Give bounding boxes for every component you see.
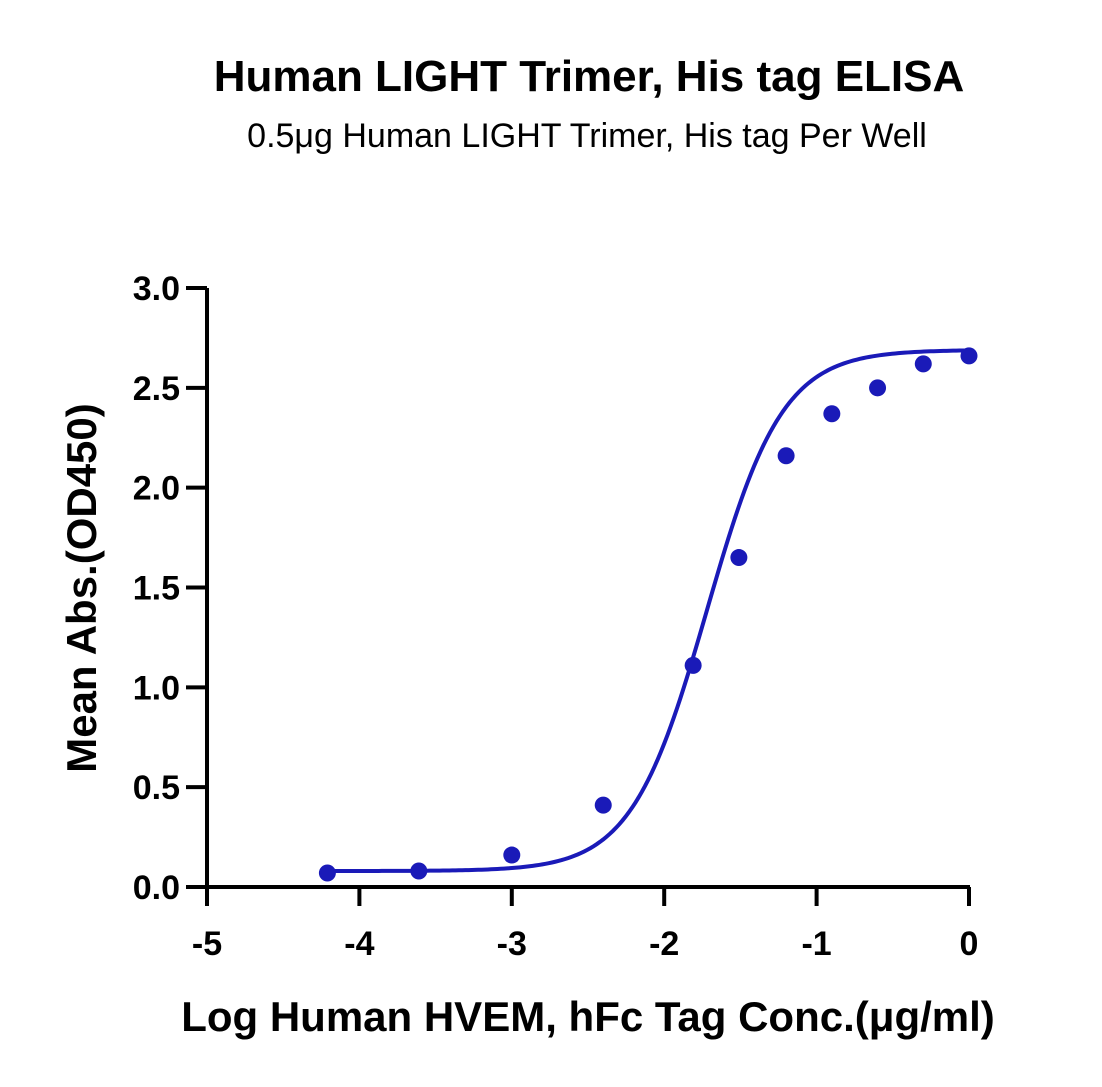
x-tick-label: -2 <box>649 925 679 963</box>
y-ticks: 0.0 0.5 1.0 1.5 2.0 2.5 3.0 <box>133 270 207 907</box>
x-tick-label: -1 <box>801 925 831 963</box>
data-point <box>823 405 841 423</box>
y-tick-label: 0.0 <box>133 869 180 907</box>
x-tick-label: -5 <box>192 925 222 963</box>
axes <box>205 288 970 889</box>
y-tick-label: 1.5 <box>133 570 180 608</box>
y-tick-label: 1.0 <box>133 669 180 707</box>
data-point <box>777 447 795 465</box>
x-ticks: -5 -4 -3 -2 -1 0 <box>192 887 979 963</box>
data-point <box>503 846 521 864</box>
data-point <box>914 355 932 373</box>
y-tick-label: 0.5 <box>133 769 180 807</box>
x-tick-label: -4 <box>344 925 374 963</box>
data-point <box>730 549 748 567</box>
data-point <box>960 347 978 365</box>
x-axis-title: Log Human HVEM, hFc Tag Conc.(μg/ml) <box>181 993 995 1040</box>
data-point <box>594 796 612 814</box>
chart-title: Human LIGHT Trimer, His tag ELISA <box>213 52 965 101</box>
x-tick-label: -3 <box>497 925 527 963</box>
fit-curve <box>327 348 970 873</box>
data-point <box>318 864 336 882</box>
data-point <box>869 379 887 397</box>
y-tick-label: 2.5 <box>133 370 180 408</box>
data-point <box>410 862 428 880</box>
x-tick-label: 0 <box>960 925 979 963</box>
data-point <box>684 656 702 674</box>
y-tick-label: 3.0 <box>133 270 180 308</box>
chart-subtitle: 0.5μg Human LIGHT Trimer, His tag Per We… <box>247 117 927 155</box>
y-tick-label: 2.0 <box>133 470 180 508</box>
y-axis-title: Mean Abs.(OD450) <box>58 403 105 773</box>
data-points <box>318 347 978 882</box>
